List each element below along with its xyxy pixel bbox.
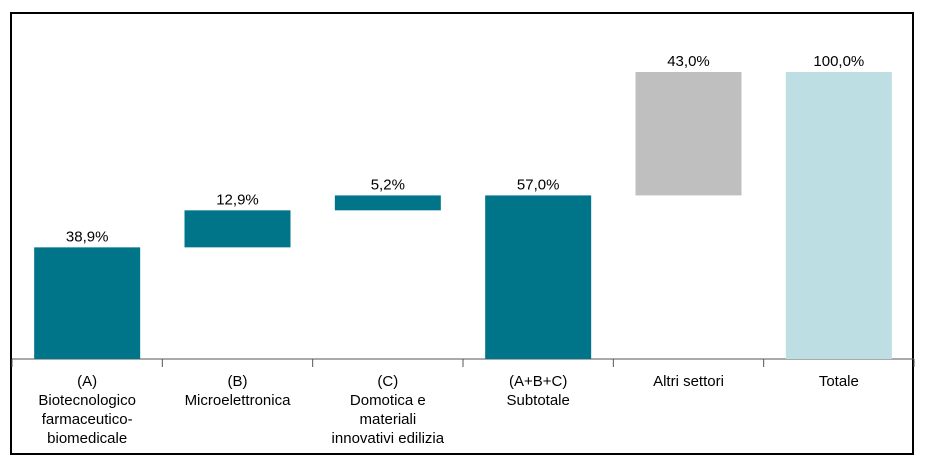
category-label-1: (A) Biotecnologico farmaceutico-biomedical… [38, 373, 136, 447]
category-label-line: Altri settori [653, 373, 724, 390]
bar-4 [485, 195, 592, 359]
category-label-line: (A+B+C) [509, 373, 567, 390]
data-label-1: 38,9% [66, 228, 109, 245]
category-label-line: Microelettronica [185, 392, 292, 409]
bar-6 [785, 72, 892, 359]
category-label-line: materiali [359, 411, 416, 428]
category-label-line: Domotica e [350, 392, 426, 409]
data-label-4: 57,0% [517, 176, 560, 193]
category-label-line: (A) [77, 373, 97, 390]
bar-3 [334, 195, 441, 211]
bar-5 [635, 72, 742, 196]
data-label-3: 5,2% [371, 176, 405, 193]
data-label-6: 100,0% [813, 53, 864, 70]
category-label-line: farmaceutico- [42, 411, 133, 428]
category-label-5: Altri settori [653, 373, 724, 390]
category-label-line: Biotecnologico [38, 392, 136, 409]
bar-2 [184, 210, 291, 248]
category-label-line: (C) [377, 373, 398, 390]
category-label-line: innovativi edilizia [332, 430, 445, 447]
category-label-line: biomedicale [47, 430, 127, 447]
category-label-line: (B) [228, 373, 248, 390]
category-label-line: Totale [819, 373, 859, 390]
category-label-6: Totale [819, 373, 859, 390]
category-label-line: Subtotale [506, 392, 569, 409]
chart-frame [10, 12, 914, 455]
data-label-2: 12,9% [216, 191, 259, 208]
data-label-5: 43,0% [667, 53, 710, 70]
bar-1 [34, 247, 141, 359]
category-label-3: (C) Domotica e materiali innovativi edilizi… [332, 373, 445, 447]
category-label-4: (A+B+C) Subtotale [506, 373, 569, 409]
category-label-2: (B) Microelettronica [185, 373, 292, 409]
